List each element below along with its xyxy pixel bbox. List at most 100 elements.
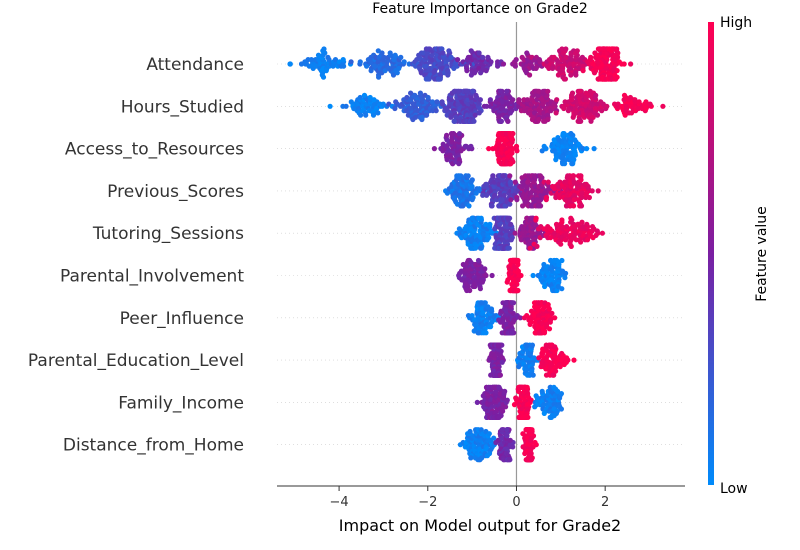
shap-point <box>325 54 331 61</box>
shap-point <box>546 65 552 71</box>
shap-point <box>500 408 506 414</box>
shap-point <box>387 50 393 56</box>
shap-point <box>512 179 518 185</box>
shap-point <box>507 110 513 116</box>
shap-point <box>553 368 559 374</box>
shap-point <box>547 384 553 390</box>
shap-point <box>542 283 548 290</box>
shap-point <box>548 235 554 241</box>
shap-point <box>484 237 490 243</box>
shap-point <box>468 259 474 265</box>
shap-point <box>573 72 579 78</box>
shap-point <box>487 97 493 103</box>
shap-point <box>562 237 569 243</box>
shap-point <box>533 393 539 399</box>
shap-point <box>558 241 564 247</box>
shap-point <box>579 219 585 225</box>
shap-point <box>586 194 593 201</box>
shap-point <box>488 306 495 312</box>
shap-point <box>632 97 638 103</box>
shap-point <box>554 97 560 103</box>
shap-point <box>476 186 482 192</box>
shap-point <box>477 286 483 292</box>
shap-point <box>363 112 369 118</box>
shap-point <box>488 324 494 330</box>
shap-point <box>490 173 496 179</box>
shap-point <box>486 146 492 152</box>
shap-point <box>528 397 534 403</box>
shap-point <box>423 46 429 52</box>
shap-point <box>408 90 414 96</box>
x-axis-ticks: −4 −2 0 2 <box>330 486 609 510</box>
shap-point <box>498 118 504 124</box>
shap-point <box>433 108 439 114</box>
shap-point <box>404 94 410 101</box>
shap-point <box>375 48 381 54</box>
shap-point <box>529 342 536 348</box>
shap-point <box>476 110 482 116</box>
shap-point <box>423 76 429 82</box>
shap-point <box>596 76 602 82</box>
shap-point <box>530 272 536 279</box>
shap-point <box>575 141 582 147</box>
shap-point <box>559 224 565 230</box>
shap-point <box>554 287 560 294</box>
shap-point <box>495 63 501 69</box>
shap-point <box>511 257 517 264</box>
shap-point <box>550 372 556 378</box>
shap-point <box>568 215 574 221</box>
shap-point <box>448 114 454 120</box>
feature-label: Parental_Education_Level <box>28 351 244 371</box>
shap-point <box>552 344 558 350</box>
shap-point <box>376 74 382 80</box>
x-tick-label: −2 <box>418 495 437 510</box>
shap-point <box>323 68 329 74</box>
x-tick-label: 0 <box>512 495 520 510</box>
shap-point <box>530 372 536 378</box>
shap-point <box>308 57 314 63</box>
shap-point <box>472 245 479 251</box>
shap-point <box>621 92 628 98</box>
shap-point <box>456 226 462 232</box>
shap-point <box>508 221 514 227</box>
shap-point <box>612 76 618 82</box>
shap-point <box>381 54 387 61</box>
shap-point <box>502 203 508 209</box>
shap-point <box>545 116 551 123</box>
shap-point <box>469 197 475 203</box>
shap-point <box>496 414 502 420</box>
shap-point <box>504 279 510 285</box>
shap-point <box>591 70 598 76</box>
colorbar-title: Feature value <box>754 206 770 302</box>
x-axis-label: Impact on Model output for Grade2 <box>339 516 621 535</box>
shap-point <box>568 131 574 137</box>
shap-point <box>557 194 563 201</box>
shap-point <box>440 50 446 56</box>
shap-point <box>543 372 550 378</box>
shap-point <box>478 427 484 433</box>
shap-point <box>551 413 557 419</box>
shap-point <box>551 257 558 264</box>
shap-point <box>504 397 510 403</box>
shap-point <box>509 131 515 137</box>
shap-point <box>475 257 482 264</box>
shap-point <box>520 384 526 390</box>
shap-point <box>483 68 489 74</box>
shap-point <box>541 118 547 124</box>
shap-point <box>553 194 559 201</box>
shap-point <box>612 46 618 52</box>
shap-point <box>460 203 466 209</box>
shap-point <box>485 54 491 61</box>
shap-point <box>593 92 599 98</box>
shap-point <box>599 108 605 114</box>
shap-point <box>571 357 577 363</box>
shap-point <box>431 146 437 152</box>
shap-point <box>505 245 511 251</box>
shap-point <box>541 330 548 336</box>
shap-point <box>588 118 594 124</box>
shap-point <box>545 179 551 185</box>
shap-point <box>327 103 333 109</box>
shap-point <box>621 61 627 67</box>
shap-point <box>470 88 476 94</box>
shap-point <box>527 245 533 251</box>
